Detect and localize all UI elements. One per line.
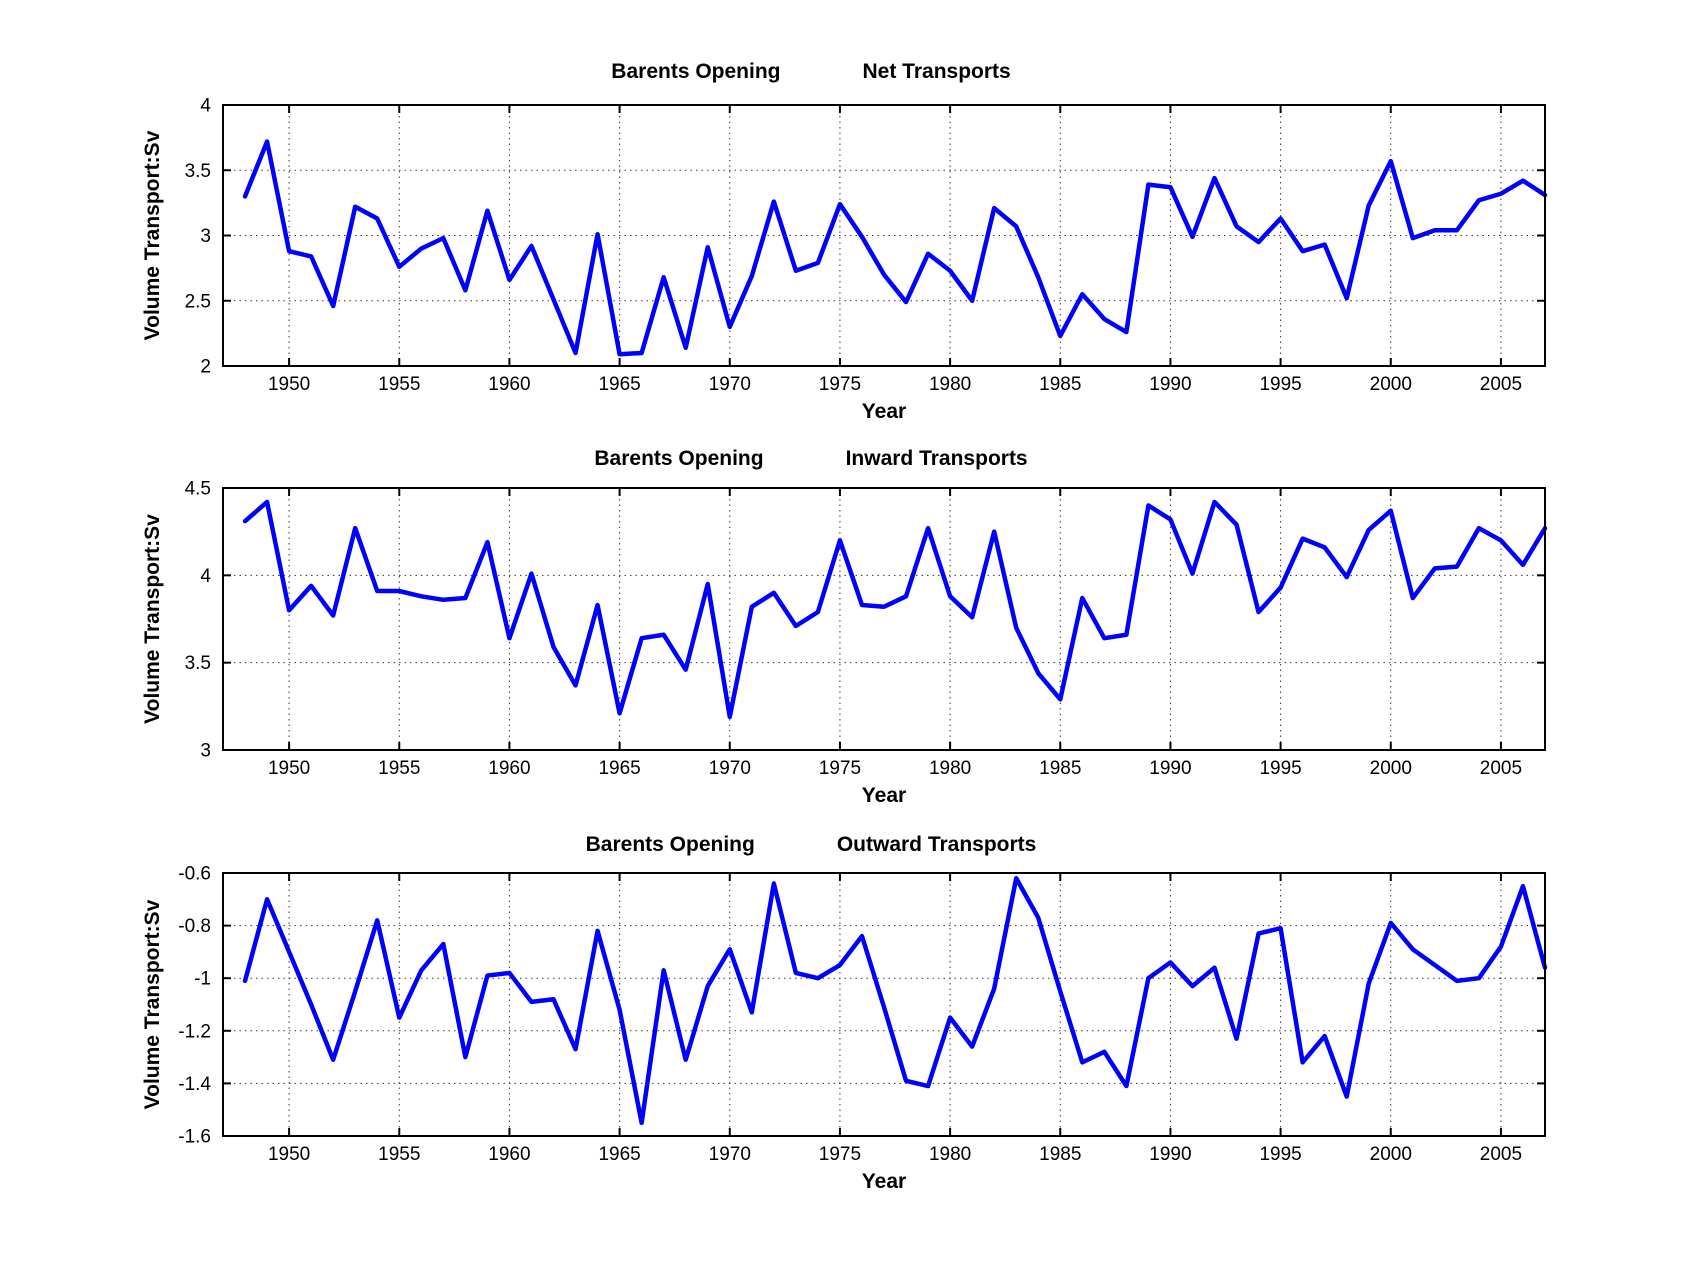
svg-text:1980: 1980 (929, 1144, 971, 1165)
svg-text:Volume Transport:Sv: Volume Transport:Sv (141, 514, 164, 724)
svg-text:-1.2: -1.2 (178, 1021, 211, 1042)
svg-text:1995: 1995 (1259, 1144, 1301, 1165)
svg-text:1975: 1975 (819, 1144, 861, 1165)
inward-chart-title: Barents Opening Inward Transports (150, 447, 1472, 471)
svg-text:4: 4 (200, 96, 211, 117)
outward-chart-title: Barents Opening Outward Transports (150, 833, 1472, 857)
svg-text:1985: 1985 (1039, 758, 1081, 779)
svg-text:1985: 1985 (1039, 374, 1081, 395)
svg-text:1955: 1955 (378, 758, 420, 779)
svg-text:1970: 1970 (709, 1144, 751, 1165)
svg-text:2.5: 2.5 (185, 291, 211, 312)
inward-transports-chart: 1950 1955 1960 1965 1970 1975 1980 1985 1990 1995… (141, 479, 1548, 807)
svg-text:1975: 1975 (819, 758, 861, 779)
svg-text:3.5: 3.5 (185, 653, 211, 674)
svg-text:1970: 1970 (709, 374, 751, 395)
net-chart-title: Barents Opening Net Transports (150, 60, 1472, 84)
svg-text:1975: 1975 (819, 374, 861, 395)
svg-text:-1.4: -1.4 (178, 1074, 211, 1095)
svg-text:1965: 1965 (598, 374, 640, 395)
svg-text:2000: 2000 (1370, 374, 1412, 395)
outward-transports-chart: 1950 1955 1960 1965 1970 1975 1980 1985 1990 1995… (141, 864, 1548, 1193)
svg-text:-1.6: -1.6 (178, 1127, 211, 1148)
svg-text:1970: 1970 (709, 758, 751, 779)
svg-text:-1: -1 (194, 969, 211, 990)
svg-text:4.5: 4.5 (185, 479, 211, 500)
svg-text:1950: 1950 (268, 758, 310, 779)
svg-text:1960: 1960 (488, 758, 530, 779)
svg-text:1960: 1960 (488, 1144, 530, 1165)
svg-text:1980: 1980 (929, 758, 971, 779)
svg-text:-0.6: -0.6 (178, 864, 211, 885)
svg-text:1960: 1960 (488, 374, 530, 395)
svg-text:1950: 1950 (268, 1144, 310, 1165)
inward-chart-title-right: Inward Transports (845, 447, 1028, 470)
svg-text:2000: 2000 (1370, 758, 1412, 779)
svg-text:1965: 1965 (598, 1144, 640, 1165)
svg-text:2: 2 (200, 357, 211, 378)
svg-text:1990: 1990 (1149, 1144, 1191, 1165)
svg-text:Year: Year (862, 784, 906, 807)
svg-text:4: 4 (200, 566, 211, 587)
svg-text:1980: 1980 (929, 374, 971, 395)
svg-text:2005: 2005 (1480, 758, 1522, 779)
svg-text:-0.8: -0.8 (178, 916, 211, 937)
svg-text:1995: 1995 (1259, 374, 1301, 395)
net-chart-title-right: Net Transports (862, 60, 1011, 83)
svg-text:1990: 1990 (1149, 374, 1191, 395)
svg-text:Volume Transport:Sv: Volume Transport:Sv (141, 899, 164, 1109)
svg-text:1990: 1990 (1149, 758, 1191, 779)
svg-text:2005: 2005 (1480, 1144, 1522, 1165)
svg-text:3: 3 (200, 226, 211, 247)
svg-text:1965: 1965 (598, 758, 640, 779)
svg-text:1955: 1955 (378, 374, 420, 395)
outward-chart-title-left: Barents Opening (585, 833, 755, 856)
svg-text:3: 3 (200, 741, 211, 762)
svg-text:Year: Year (862, 1170, 906, 1193)
net-chart-title-left: Barents Opening (611, 60, 781, 83)
svg-text:Year: Year (862, 400, 906, 423)
svg-text:1950: 1950 (268, 374, 310, 395)
net-transports-chart: 1950 1955 1960 1965 1970 1975 1980 1985 1990 1995… (141, 96, 1548, 423)
svg-text:Volume Transport:Sv: Volume Transport:Sv (141, 130, 164, 340)
svg-text:2000: 2000 (1370, 1144, 1412, 1165)
svg-text:2005: 2005 (1480, 374, 1522, 395)
svg-text:1995: 1995 (1259, 758, 1301, 779)
svg-text:1955: 1955 (378, 1144, 420, 1165)
inward-chart-title-left: Barents Opening (594, 447, 764, 470)
svg-text:1985: 1985 (1039, 1144, 1081, 1165)
svg-text:3.5: 3.5 (185, 161, 211, 182)
outward-chart-title-right: Outward Transports (836, 833, 1037, 856)
